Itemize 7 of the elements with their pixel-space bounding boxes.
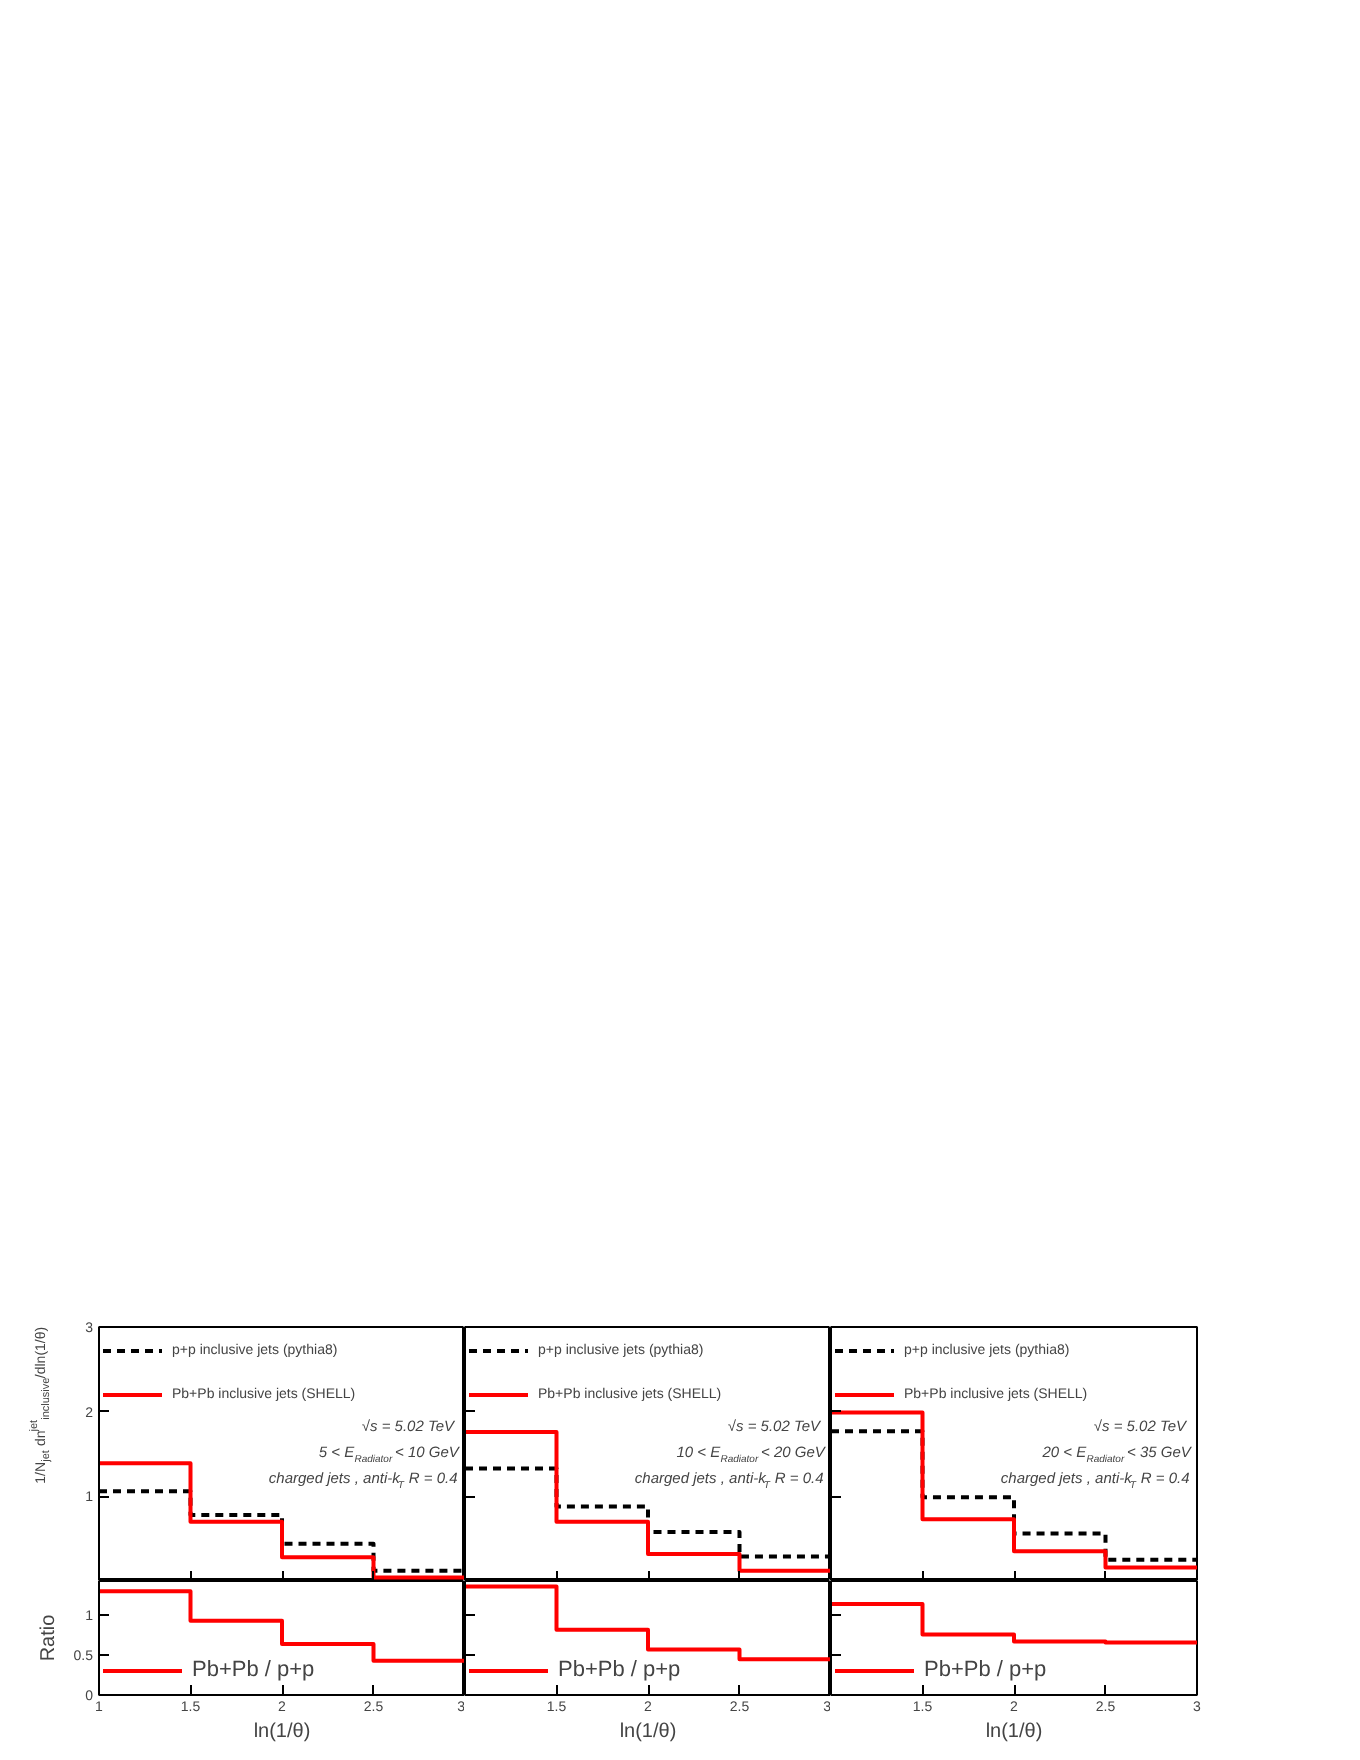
legend-label: Pb+Pb / p+p <box>192 1658 315 1682</box>
x-axis-title: ln(1/θ) <box>985 1721 1043 1743</box>
y-axis-title: Ratio <box>37 1613 60 1662</box>
x-axis-title: ln(1/θ) <box>253 1721 311 1743</box>
x-axis-title: ln(1/θ) <box>619 1721 677 1743</box>
legend-label: Pb+Pb / p+p <box>924 1658 1047 1682</box>
legend-label: Pb+Pb / p+p <box>558 1658 681 1682</box>
